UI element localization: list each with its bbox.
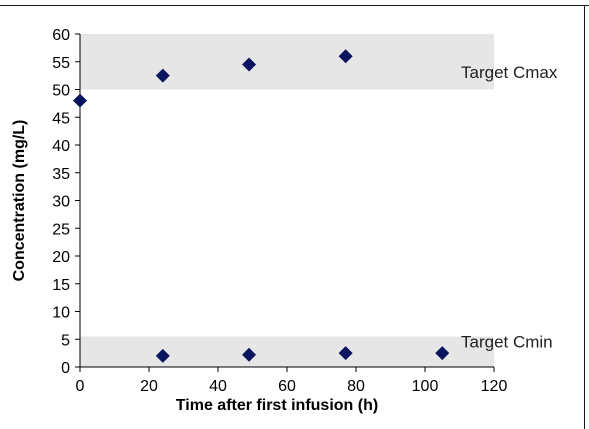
data-point: [242, 347, 257, 362]
x-tick-label: 40: [209, 378, 227, 395]
band-label-0: Target Cmax: [461, 63, 558, 82]
y-tick-label: 30: [52, 194, 70, 211]
y-tick-label: 35: [52, 166, 70, 183]
y-tick-label: 25: [52, 221, 70, 238]
y-tick-label: 0: [61, 360, 70, 377]
data-point: [155, 348, 170, 363]
y-tick-label: 45: [52, 110, 70, 127]
x-tick-label: 60: [278, 378, 296, 395]
band-layer: Target Cmax Target Cmin: [80, 34, 558, 367]
data-point: [338, 346, 353, 361]
x-tick-label: 120: [481, 378, 508, 395]
x-tick-label: 0: [76, 378, 85, 395]
y-tick-label: 50: [52, 83, 70, 100]
x-tick-label: 80: [347, 378, 365, 395]
y-tick-label: 10: [52, 305, 70, 322]
y-tick-label: 15: [52, 277, 70, 294]
top-border: [0, 5, 589, 6]
data-point: [242, 57, 257, 72]
band-label-1: Target Cmin: [461, 332, 553, 351]
y-tick-label: 20: [52, 249, 70, 266]
data-point: [155, 68, 170, 83]
x-tick-label: 100: [412, 378, 439, 395]
data-point: [73, 93, 87, 108]
y-axis-title: Concentration (mg/L): [11, 120, 28, 282]
y-tick-label: 60: [52, 27, 70, 44]
data-point: [338, 49, 353, 64]
target-band-1: [80, 336, 494, 367]
y-tick-label: 5: [61, 332, 70, 349]
data-point: [435, 346, 450, 361]
x-tick-layer: 0 20 40 60 80 100 120: [76, 367, 508, 395]
right-border: [584, 5, 585, 429]
point-layer: [73, 49, 450, 363]
x-tick-label: 20: [140, 378, 158, 395]
y-tick-label: 40: [52, 138, 70, 155]
y-tick-label: 55: [52, 55, 70, 72]
y-tick-layer: 0 5 10 15 20 25 30 35 40 45 50 55 60: [52, 27, 80, 377]
target-band-0: [80, 34, 494, 90]
x-axis-title: Time after first infusion (h): [176, 397, 378, 414]
